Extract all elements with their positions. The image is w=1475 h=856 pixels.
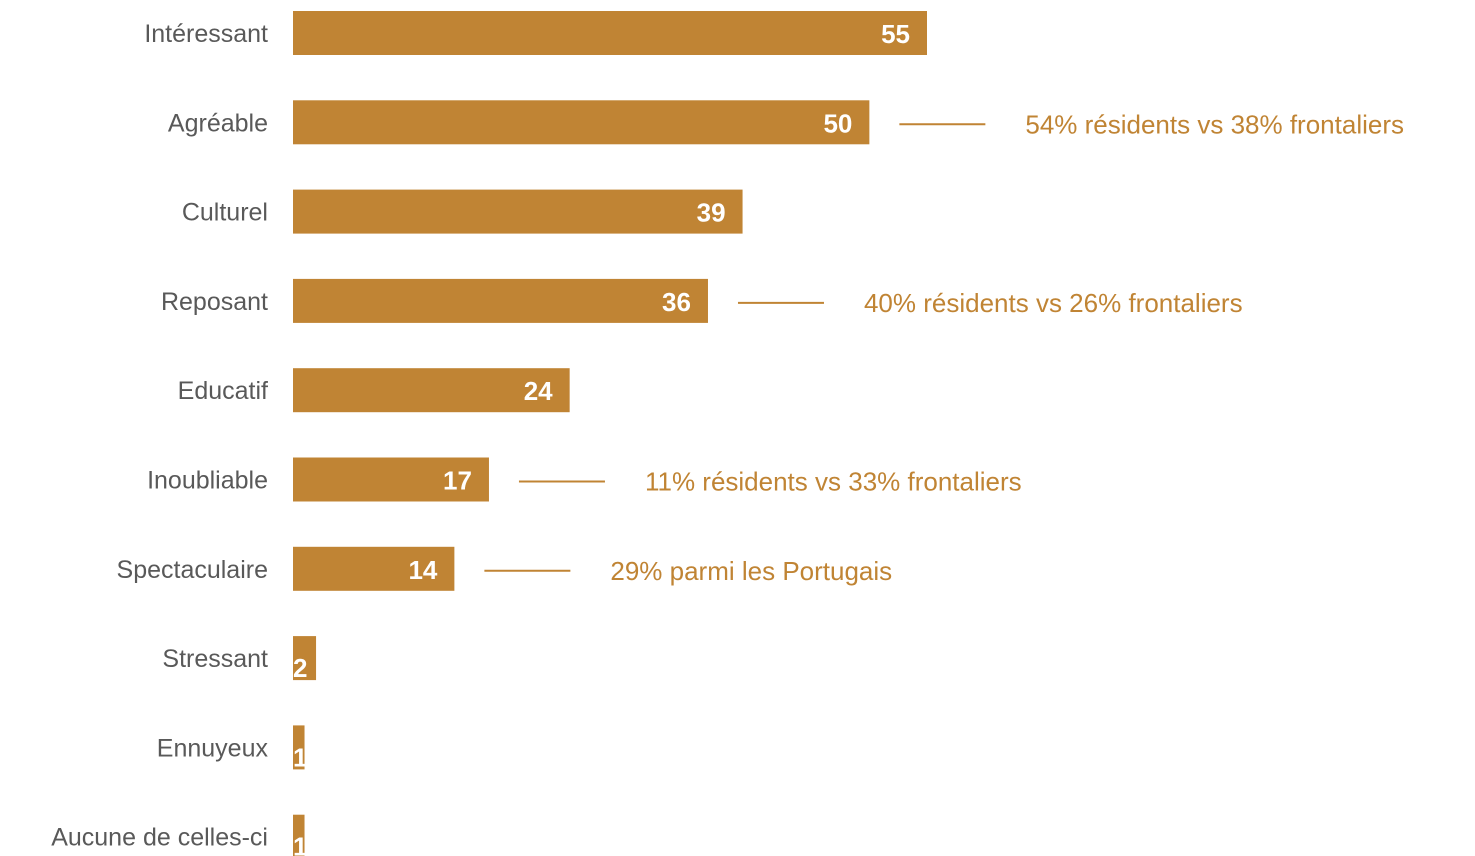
category-label-spectaculaire: Spectaculaire bbox=[117, 556, 268, 584]
category-label-ennuyeux: Ennuyeux bbox=[157, 734, 269, 762]
annotation-inoubliable: 11% résidents vs 33% frontaliers bbox=[645, 467, 1022, 497]
bar-interessant bbox=[293, 11, 927, 55]
category-label-culturel: Culturel bbox=[182, 199, 268, 227]
bar-ennuyeux bbox=[293, 725, 305, 770]
category-label-inoubliable: Inoubliable bbox=[147, 467, 268, 495]
bar-culturel bbox=[293, 189, 743, 234]
bar-stressant bbox=[293, 636, 317, 681]
bar-educatif bbox=[293, 368, 570, 413]
annotation-agreable: 54% résidents vs 38% frontaliers bbox=[1025, 109, 1404, 139]
value-label-ennuyeux: 1 bbox=[293, 742, 307, 772]
bar-aucune-de-celles-ci bbox=[293, 814, 305, 856]
value-label-spectaculaire: 14 bbox=[408, 555, 437, 585]
value-label-aucune-de-celles-ci: 1 bbox=[293, 832, 307, 856]
bar-inoubliable bbox=[293, 457, 489, 502]
category-label-reposant: Reposant bbox=[161, 288, 268, 316]
category-label-agreable: Agréable bbox=[168, 109, 268, 137]
category-label-educatif: Educatif bbox=[178, 377, 268, 405]
annotation-reposant: 40% résidents vs 26% frontaliers bbox=[864, 288, 1243, 318]
category-label-aucune-de-celles-ci: Aucune de celles-ci bbox=[51, 824, 268, 852]
annotation-spectaculaire: 29% parmi les Portugais bbox=[610, 556, 892, 586]
bar-spectaculaire bbox=[293, 546, 455, 591]
value-label-interessant: 55 bbox=[881, 19, 910, 49]
category-label-stressant: Stressant bbox=[162, 645, 268, 673]
value-label-inoubliable: 17 bbox=[443, 466, 472, 496]
value-label-educatif: 24 bbox=[524, 376, 553, 406]
value-label-culturel: 39 bbox=[697, 198, 726, 228]
category-label-interessant: Intéressant bbox=[144, 20, 268, 48]
value-label-agreable: 50 bbox=[823, 108, 852, 138]
bar-reposant bbox=[293, 278, 708, 323]
value-label-stressant: 2 bbox=[293, 653, 307, 683]
bar-agreable bbox=[293, 100, 870, 145]
value-label-reposant: 36 bbox=[662, 287, 691, 317]
